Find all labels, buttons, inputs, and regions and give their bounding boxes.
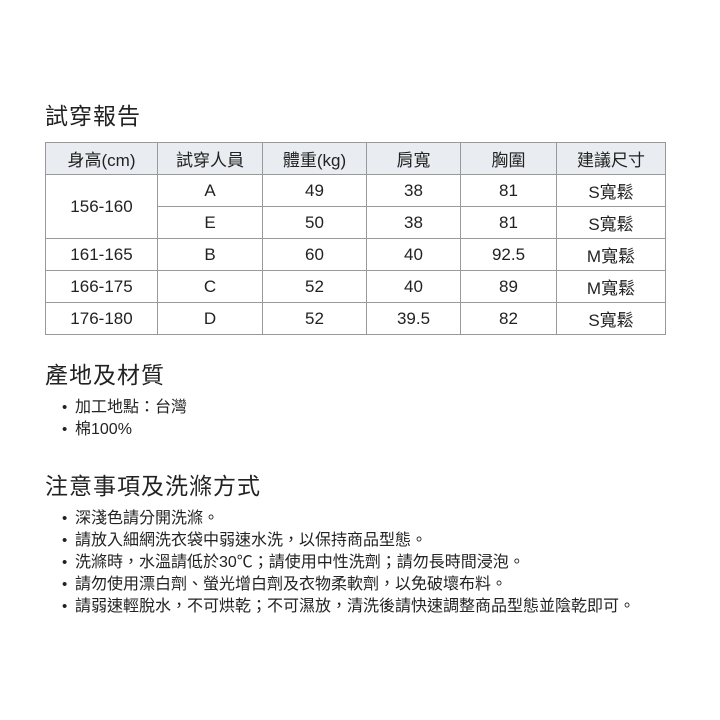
material-section: 產地及材質 加工地點：台灣棉100% [45, 360, 675, 441]
chest-cell: 82 [460, 302, 557, 335]
care-item: 洗滌時，水溫請低於30℃；請使用中性洗劑；請勿長時間浸泡。 [62, 552, 675, 574]
person-cell: C [157, 270, 263, 303]
weight-cell: 50 [262, 206, 367, 239]
shoulder-cell: 39.5 [366, 302, 461, 335]
table-row: 161-165 B 60 40 92.5 M寬鬆 [45, 238, 666, 271]
person-cell: E [157, 206, 263, 239]
care-item: 請放入細網洗衣袋中弱速水洗，以保持商品型態。 [62, 530, 675, 552]
column-header: 肩寬 [366, 142, 461, 175]
shoulder-cell: 40 [366, 270, 461, 303]
size-cell: M寬鬆 [556, 238, 666, 271]
chest-cell: 81 [460, 206, 557, 239]
material-item: 棉100% [62, 419, 675, 441]
size-cell: S寬鬆 [556, 174, 666, 207]
height-cell: 176-180 [45, 302, 158, 335]
care-list: 深淺色請分開洗滌。請放入細網洗衣袋中弱速水洗，以保持商品型態。洗滌時，水溫請低於… [45, 508, 675, 618]
care-title: 注意事項及洗滌方式 [45, 473, 261, 499]
column-header: 建議尺寸 [556, 142, 666, 175]
weight-cell: 52 [262, 302, 367, 335]
person-cell: B [157, 238, 263, 271]
shoulder-cell: 38 [366, 206, 461, 239]
person-cell: A [157, 174, 263, 207]
weight-cell: 52 [262, 270, 367, 303]
chest-cell: 92.5 [460, 238, 557, 271]
table-body: 156-160 A 49 38 81 S寬鬆 E 50 38 81 S寬鬆 161-165 B 60 40 9… [45, 174, 666, 335]
size-cell: S寬鬆 [556, 206, 666, 239]
table-row: 176-180 D 52 39.5 82 S寬鬆 [45, 302, 666, 335]
height-cell: 166-175 [45, 270, 158, 303]
height-cell: 156-160 [45, 174, 158, 239]
material-list: 加工地點：台灣棉100% [45, 397, 675, 441]
care-section: 注意事項及洗滌方式 深淺色請分開洗滌。請放入細網洗衣袋中弱速水洗，以保持商品型態… [45, 471, 675, 618]
table-row: 156-160 A 49 38 81 S寬鬆 [45, 174, 666, 239]
material-title: 產地及材質 [45, 362, 165, 388]
table-header-row: 身高(cm) 試穿人員 體重(kg) 肩寬 胸圍 建議尺寸 [45, 142, 666, 175]
size-cell: S寬鬆 [556, 302, 666, 335]
care-item: 深淺色請分開洗滌。 [62, 508, 675, 530]
care-item: 請弱速輕脫水，不可烘乾；不可濕放，清洗後請快速調整商品型態並陰乾即可。 [62, 596, 675, 618]
fitting-report-section: 試穿報告 身高(cm) 試穿人員 體重(kg) 肩寬 胸圍 建議尺寸 156-160 A 49… [45, 101, 675, 335]
column-header: 身高(cm) [45, 142, 158, 175]
column-header: 試穿人員 [157, 142, 263, 175]
weight-cell: 49 [262, 174, 367, 207]
size-cell: M寬鬆 [556, 270, 666, 303]
column-header: 胸圍 [460, 142, 557, 175]
person-cell: D [157, 302, 263, 335]
shoulder-cell: 38 [366, 174, 461, 207]
height-cell: 161-165 [45, 238, 158, 271]
weight-cell: 60 [262, 238, 367, 271]
care-item: 請勿使用漂白劑、螢光增白劑及衣物柔軟劑，以免破壞布料。 [62, 574, 675, 596]
table-row: 166-175 C 52 40 89 M寬鬆 [45, 270, 666, 303]
fitting-report-table: 身高(cm) 試穿人員 體重(kg) 肩寬 胸圍 建議尺寸 156-160 A 49 38 81 S… [45, 142, 666, 335]
fitting-report-title: 試穿報告 [45, 103, 141, 129]
chest-cell: 89 [460, 270, 557, 303]
column-header: 體重(kg) [262, 142, 367, 175]
material-item: 加工地點：台灣 [62, 397, 675, 419]
chest-cell: 81 [460, 174, 557, 207]
shoulder-cell: 40 [366, 238, 461, 271]
